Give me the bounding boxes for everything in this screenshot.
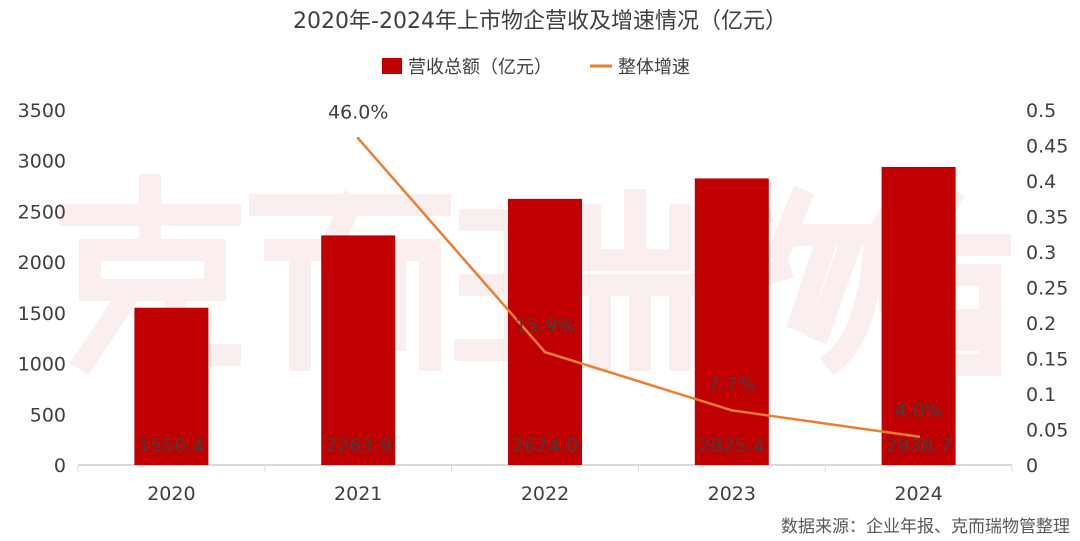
growth-label: 15.9% — [515, 315, 575, 337]
legend-bar-label: 营收总额（亿元） — [408, 57, 552, 78]
x-tick-label: 2020 — [147, 483, 195, 505]
x-tick-label: 2024 — [894, 483, 942, 505]
bar-2020 — [134, 307, 209, 465]
source-note: 数据来源：企业年报、克而瑞物管整理 — [781, 517, 1070, 537]
y-right-tick: 0.3 — [1026, 242, 1056, 264]
growth-point — [917, 435, 921, 439]
y-left-tick: 0 — [54, 455, 66, 477]
watermark-stroke — [59, 174, 241, 376]
y-right-tick: 0.2 — [1026, 313, 1056, 335]
bar-label: 2825.4 — [699, 435, 765, 457]
x-tick-label: 2021 — [334, 483, 382, 505]
y-left-tick: 3500 — [18, 100, 66, 122]
bar-2024 — [881, 166, 956, 465]
y-left-tick: 500 — [30, 404, 66, 426]
growth-label: 4.0% — [894, 400, 942, 422]
y-right-tick: 0.35 — [1026, 207, 1068, 229]
y-right-tick: 0.5 — [1026, 100, 1056, 122]
y-right-tick: 0.45 — [1026, 136, 1068, 158]
y-left-tick: 1500 — [18, 303, 66, 325]
legend-bar-swatch — [382, 58, 402, 74]
chart-title: 2020年-2024年上市物企营收及增速情况（亿元） — [293, 9, 787, 34]
growth-label: 46.0% — [328, 101, 388, 123]
y-right-tick: 0.25 — [1026, 278, 1068, 300]
growth-line — [357, 137, 919, 438]
bar-label: 2263.9 — [325, 435, 391, 457]
watermark-stroke — [249, 190, 451, 371]
growth-point — [543, 350, 547, 354]
y-left-tick: 3000 — [18, 151, 66, 173]
y-right-tick: 0.1 — [1026, 384, 1056, 406]
x-tick-label: 2022 — [521, 483, 569, 505]
y-left-tick: 2500 — [18, 201, 66, 223]
growth-label: 7.7% — [708, 373, 756, 395]
y-left-tick: 2000 — [18, 252, 66, 274]
y-right-tick: 0.05 — [1026, 420, 1068, 442]
y-right-tick: 0.4 — [1026, 171, 1056, 193]
x-tick-label: 2023 — [708, 483, 756, 505]
growth-point — [356, 136, 360, 140]
y-right-tick: 0 — [1026, 455, 1038, 477]
growth-point — [730, 408, 734, 412]
bar-label: 1550.4 — [138, 435, 204, 457]
bar-label: 2938.7 — [885, 435, 951, 457]
y-left-tick: 1000 — [18, 354, 66, 376]
bar-2021 — [321, 235, 396, 465]
y-right-tick: 0.15 — [1026, 349, 1068, 371]
legend-line-label: 整体增速 — [618, 57, 690, 78]
bar-2023 — [694, 178, 769, 466]
bar-label: 2624.0 — [512, 435, 578, 457]
bar-2022 — [508, 198, 582, 465]
